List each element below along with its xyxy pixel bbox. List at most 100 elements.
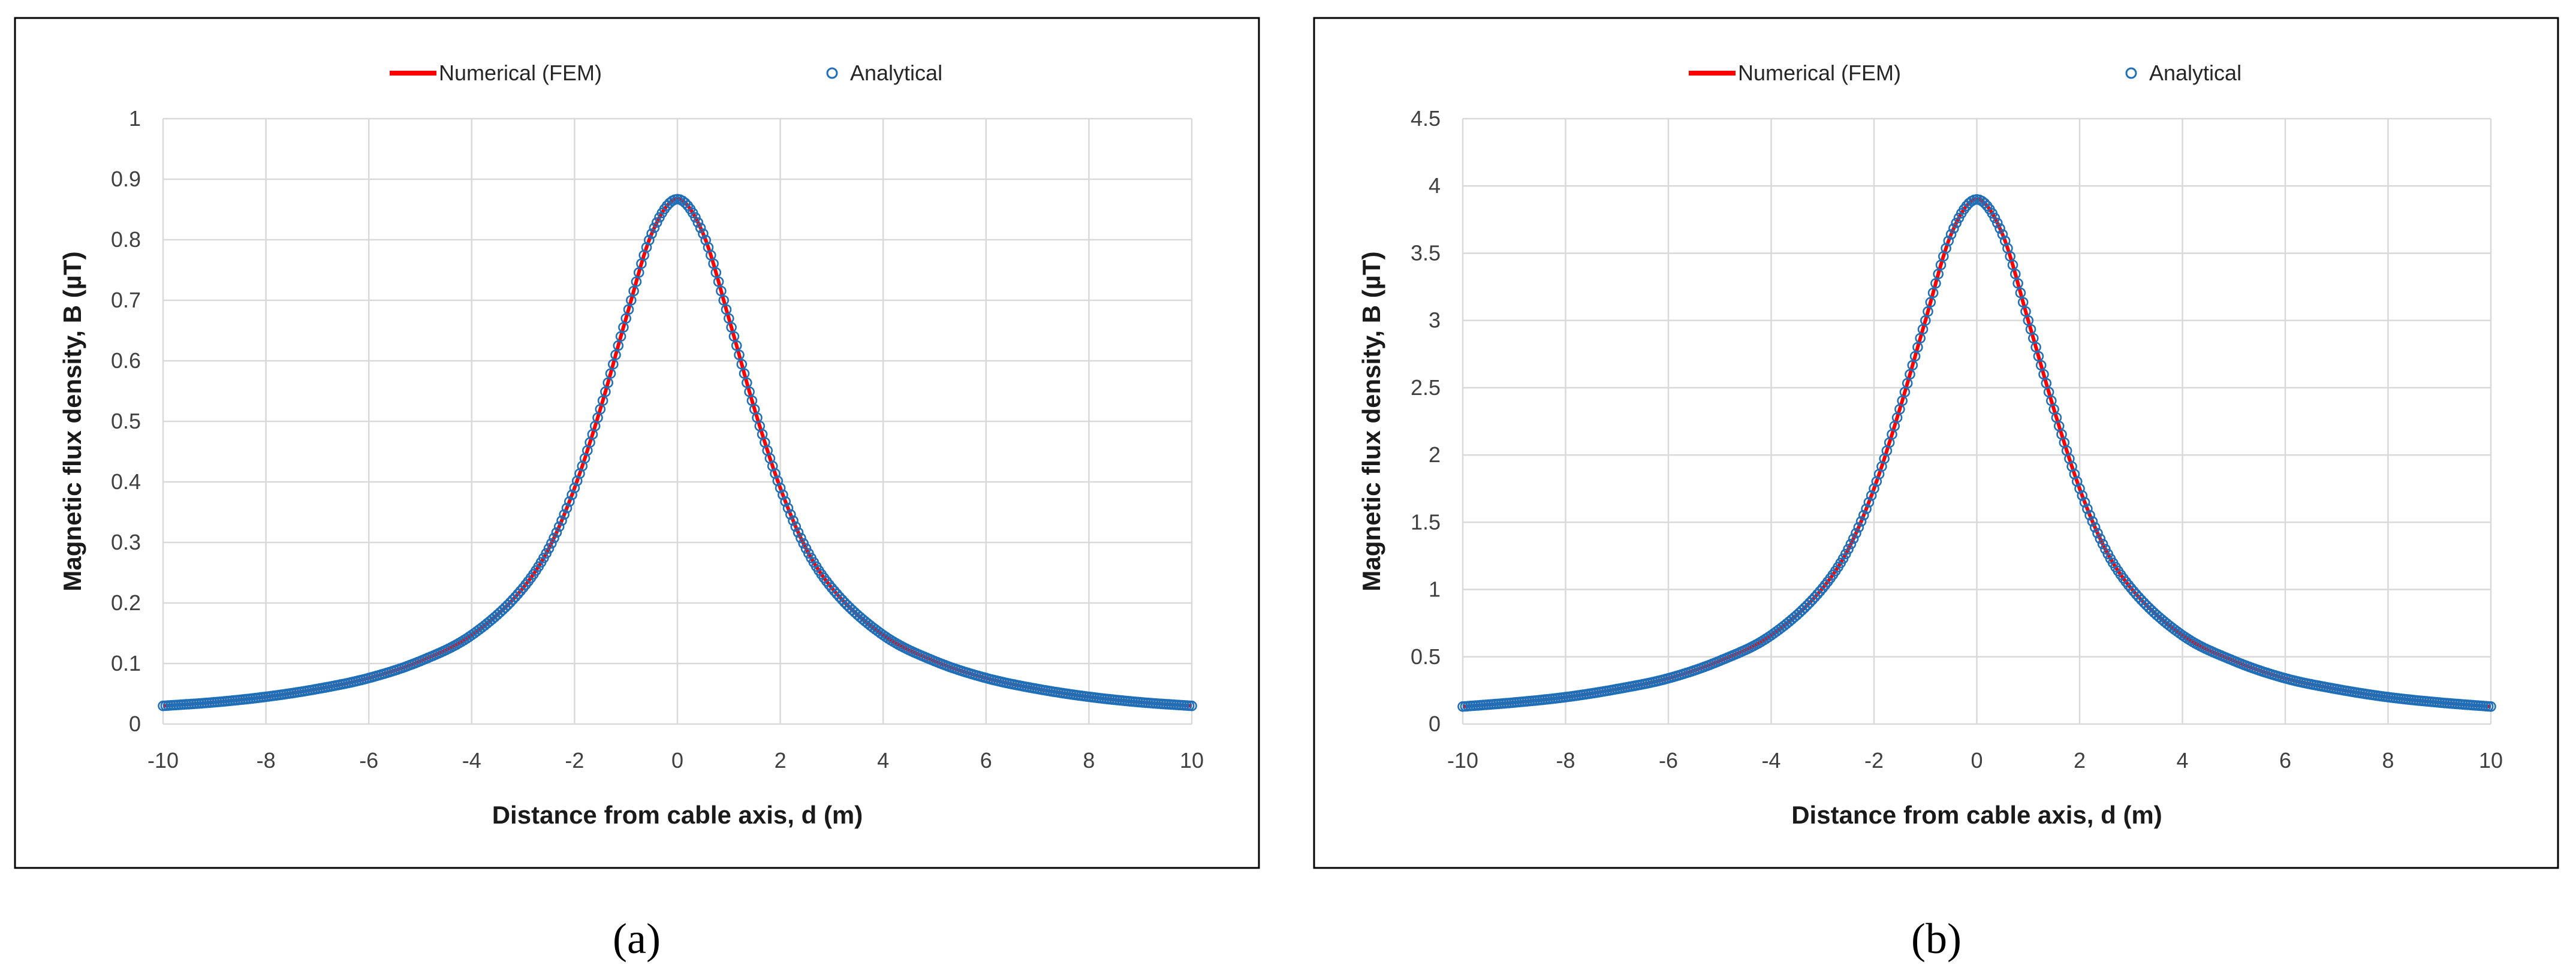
marker-analytical — [772, 475, 784, 487]
y-tick-label: 4 — [1429, 173, 1441, 198]
y-tick-label: 0.4 — [111, 469, 141, 494]
marker-analytical — [790, 521, 802, 532]
marker-analytical — [1815, 586, 1825, 597]
y-tick-label: 0.6 — [111, 348, 141, 373]
x-tick-label: -10 — [147, 748, 179, 773]
marker-analytical — [610, 349, 621, 360]
marker-analytical — [734, 349, 745, 360]
marker-analytical — [551, 527, 562, 538]
marker-analytical — [1923, 306, 1933, 317]
marker-analytical — [2084, 509, 2095, 521]
marker-analytical — [798, 538, 809, 549]
marker-analytical — [1943, 236, 1954, 246]
marker-analytical — [646, 228, 657, 239]
marker-analytical — [1807, 595, 1818, 605]
marker-analytical — [728, 331, 740, 342]
marker-analytical — [2082, 503, 2093, 514]
panel-caption: (a) — [613, 915, 661, 963]
marker-analytical — [1927, 287, 1939, 298]
marker-analytical — [513, 589, 523, 599]
marker-analytical — [626, 295, 637, 306]
marker-analytical — [1812, 589, 1823, 600]
x-tick-label: 10 — [1180, 748, 1204, 773]
marker-analytical — [775, 483, 786, 493]
marker-analytical — [2017, 297, 2029, 308]
marker-analytical — [556, 515, 567, 526]
marker-analytical — [649, 222, 660, 234]
marker-analytical — [644, 234, 655, 246]
marker-analytical — [2126, 583, 2137, 594]
y-tick-label: 2 — [1429, 442, 1441, 467]
legend-label-numerical-fem: Numerical (FEM) — [439, 61, 602, 85]
marker-analytical — [2097, 538, 2108, 550]
marker-analytical — [1989, 212, 2000, 224]
marker-analytical — [628, 285, 639, 297]
marker-analytical — [2010, 269, 2021, 280]
legend-label-numerical-fem: Numerical (FEM) — [1738, 61, 1901, 85]
y-axis-title: Magnetic flux density, B (µT) — [58, 251, 86, 591]
y-tick-label: 0.9 — [111, 167, 141, 191]
y-tick-label: 0 — [1429, 711, 1441, 736]
x-tick-label: -4 — [462, 748, 481, 773]
marker-analytical — [2123, 580, 2134, 590]
y-tick-label: 3.5 — [1411, 240, 1441, 265]
series-analytical-markers — [158, 194, 1197, 711]
marker-analytical — [1186, 700, 1197, 711]
marker-analytical — [615, 331, 626, 342]
x-tick-label: 0 — [671, 748, 683, 773]
x-axis-title: Distance from cable axis, d (m) — [492, 801, 863, 829]
y-axis-title: Magnetic flux density, B (µT) — [1357, 251, 1385, 591]
marker-analytical — [2079, 497, 2090, 508]
x-tick-label: 6 — [2279, 748, 2291, 773]
marker-analytical — [515, 586, 526, 596]
marker-analytical — [1951, 218, 1962, 228]
marker-analytical — [710, 267, 722, 278]
marker-analytical — [607, 358, 619, 370]
marker-analytical — [796, 532, 806, 544]
marker-analytical — [793, 527, 804, 538]
marker-analytical — [1845, 538, 1857, 550]
marker-analytical — [605, 368, 616, 379]
marker-analytical — [785, 509, 796, 520]
marker-analytical — [731, 340, 742, 351]
marker-analytical — [543, 543, 555, 554]
x-tick-label: -2 — [565, 748, 584, 773]
marker-analytical — [690, 212, 701, 223]
marker-analytical — [623, 304, 634, 315]
marker-analytical — [1925, 297, 1936, 308]
marker-analytical — [1945, 229, 1957, 240]
marker-analytical — [1997, 229, 2008, 240]
marker-analytical — [782, 502, 794, 514]
y-tick-label: 0.5 — [111, 409, 141, 433]
x-tick-label: -8 — [1556, 748, 1575, 773]
x-tick-label: -6 — [1659, 748, 1678, 773]
legend-label-analytical: Analytical — [850, 61, 942, 85]
marker-analytical — [651, 217, 662, 228]
y-tick-label: 0.2 — [111, 590, 141, 615]
marker-analytical — [1855, 516, 1867, 527]
legend-label-analytical: Analytical — [2149, 61, 2241, 85]
x-tick-label: -8 — [257, 748, 276, 773]
marker-analytical — [1848, 533, 1859, 544]
x-tick-label: -10 — [1447, 748, 1478, 773]
marker-analytical — [778, 489, 788, 500]
marker-analytical — [698, 228, 709, 239]
marker-analytical — [1866, 490, 1877, 501]
legend: Numerical (FEM) Analytical — [390, 61, 942, 85]
marker-analytical — [736, 358, 748, 370]
marker-analytical — [826, 582, 837, 593]
marker-analytical — [2485, 701, 2496, 712]
marker-analytical — [2092, 527, 2103, 539]
y-tick-label: 0.3 — [111, 530, 141, 554]
marker-analytical — [1994, 223, 2005, 234]
marker-analytical — [549, 532, 559, 544]
marker-analytical — [1869, 483, 1879, 494]
marker-analytical — [507, 594, 519, 605]
marker-analytical — [2095, 533, 2106, 544]
marker-analytical — [2077, 490, 2088, 501]
x-tick-label: 6 — [980, 748, 992, 773]
marker-analytical — [1809, 592, 1821, 603]
chart-panel-b: -10 -8 -6 -4 -2 0 2 4 6 8 10 0 0.5 1 1.5 2 2.5 3 3.5 4 4.5 Di… — [1313, 17, 2559, 963]
marker-analytical — [569, 483, 580, 493]
y-tick-label: 3 — [1429, 308, 1441, 333]
